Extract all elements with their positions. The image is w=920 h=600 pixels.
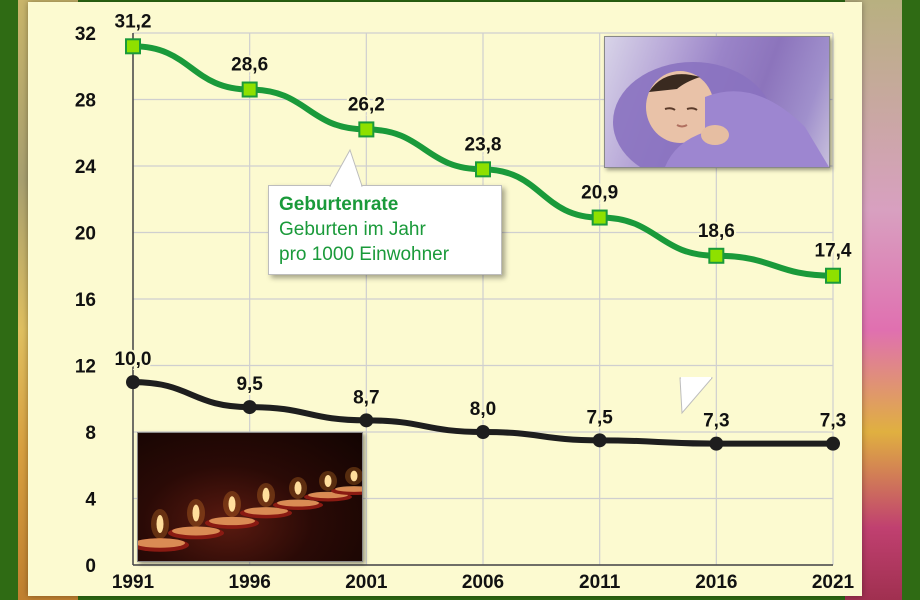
y-tick-label: 8 <box>85 423 96 444</box>
candle-flame <box>324 475 332 487</box>
right-border <box>902 0 920 600</box>
y-tick-label: 12 <box>75 357 96 378</box>
x-tick-label: 2006 <box>462 572 504 593</box>
candle-flame <box>262 487 270 503</box>
callout-birth-title: Geburtenrate <box>279 194 399 215</box>
callout-birth-line2: pro 1000 Einwohner <box>279 244 450 265</box>
candle-wax <box>138 538 185 548</box>
axis-layer: 0 4 8 12 16 20 24 28 32 1991 1996 2001 2006 2011 2016 2… <box>75 24 855 593</box>
callout-birth-rate: Geburtenrate Geburten im Jahr pro 1000 E… <box>268 185 502 275</box>
candles-illustration <box>138 467 362 552</box>
candle-glow <box>345 467 362 485</box>
sleeping-baby-photo <box>604 36 830 168</box>
candle-flame <box>294 481 302 495</box>
candle-wax <box>209 516 255 526</box>
candle-flame <box>228 496 236 512</box>
candle-wax <box>335 486 362 492</box>
candle-flame <box>156 515 164 533</box>
candle-glow <box>289 477 307 499</box>
x-tick-label: 2011 <box>579 572 621 593</box>
x-tick-label: 2021 <box>812 572 855 593</box>
y-tick-label: 24 <box>75 157 97 178</box>
y-tick-label: 16 <box>75 290 96 311</box>
candle-wax <box>172 526 220 536</box>
y-tick-label: 4 <box>85 490 96 511</box>
candle-wax <box>277 499 319 507</box>
x-tick-label: 1991 <box>112 572 155 593</box>
candles-photo <box>137 432 363 562</box>
callout-birth-line1: Geburten im Jahr <box>279 219 426 240</box>
y-tick-label: 32 <box>75 24 96 45</box>
candle-wax <box>244 507 288 515</box>
y-tick-label: 20 <box>75 224 96 245</box>
x-tick-label: 2016 <box>695 572 737 593</box>
candle-flame <box>192 504 200 522</box>
candle-glow <box>319 471 337 491</box>
y-tick-label: 0 <box>85 556 96 577</box>
x-tick-label: 2001 <box>345 572 388 593</box>
y-tick-label: 28 <box>75 91 96 112</box>
baby-illustration <box>613 62 829 167</box>
candle-glow <box>187 499 205 527</box>
candle-glow <box>223 491 241 517</box>
left-border <box>0 0 18 600</box>
candle-flame <box>350 470 358 482</box>
candle-glow <box>151 509 169 539</box>
candle-glow <box>257 483 275 507</box>
x-tick-label: 1996 <box>229 572 271 593</box>
